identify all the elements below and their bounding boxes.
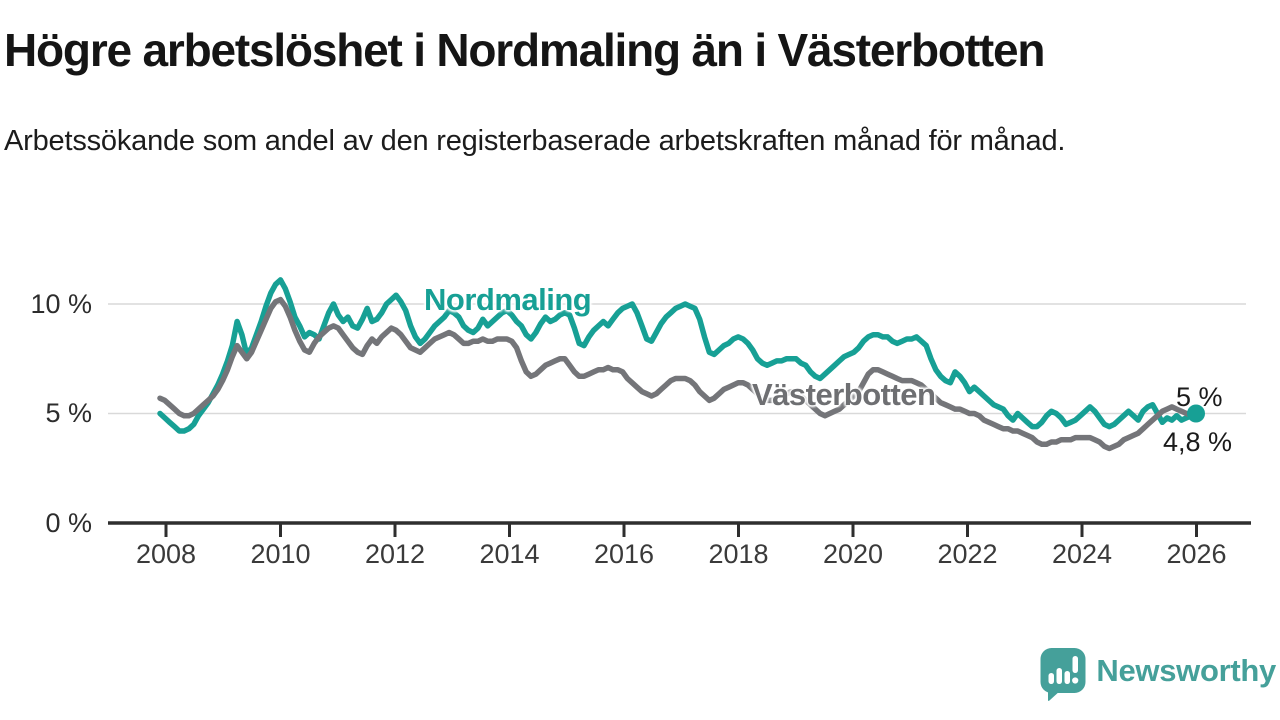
x-tick-label-2026: 2026 xyxy=(1166,539,1227,569)
chart-title: Högre arbetslöshet i Nordmaling än i Väs… xyxy=(4,24,1045,76)
end-value-label-vasterbotten: 4,8 % xyxy=(1163,427,1233,457)
series-line-västerbotten xyxy=(157,296,1199,452)
x-tick-label-2022: 2022 xyxy=(937,539,998,569)
x-tick-label-2008: 2008 xyxy=(135,539,197,569)
series-label-vasterbotten: Västerbotten xyxy=(752,377,936,412)
y-tick-label-5: 5 % xyxy=(45,398,92,428)
newsworthy-logo-icon xyxy=(1040,648,1086,701)
y-tick-label-0: 0 % xyxy=(45,508,92,538)
x-tick-label-2014: 2014 xyxy=(479,539,540,569)
x-tick-label-2018: 2018 xyxy=(708,539,769,569)
chart-subtitle: Arbetssökande som andel av den registerb… xyxy=(4,125,1066,157)
x-tick-label-2012: 2012 xyxy=(364,539,426,569)
y-tick-label-10: 10 % xyxy=(30,289,92,319)
series-label-nordmaling: Nordmaling xyxy=(424,282,592,317)
newsworthy-logo-text: Newsworthy xyxy=(1096,653,1276,688)
latest-value-dot-nordmaling xyxy=(1187,404,1205,423)
x-tick-label-2010: 2010 xyxy=(250,539,311,569)
newsworthy-logo: Newsworthy xyxy=(1039,646,1276,702)
end-value-label-nordmaling: 5 % xyxy=(1176,382,1223,412)
x-tick-label-2024: 2024 xyxy=(1051,539,1113,569)
x-tick-label-2020: 2020 xyxy=(822,539,884,569)
series-line-nordmaling xyxy=(157,277,1199,434)
x-tick-label-2016: 2016 xyxy=(593,539,655,569)
